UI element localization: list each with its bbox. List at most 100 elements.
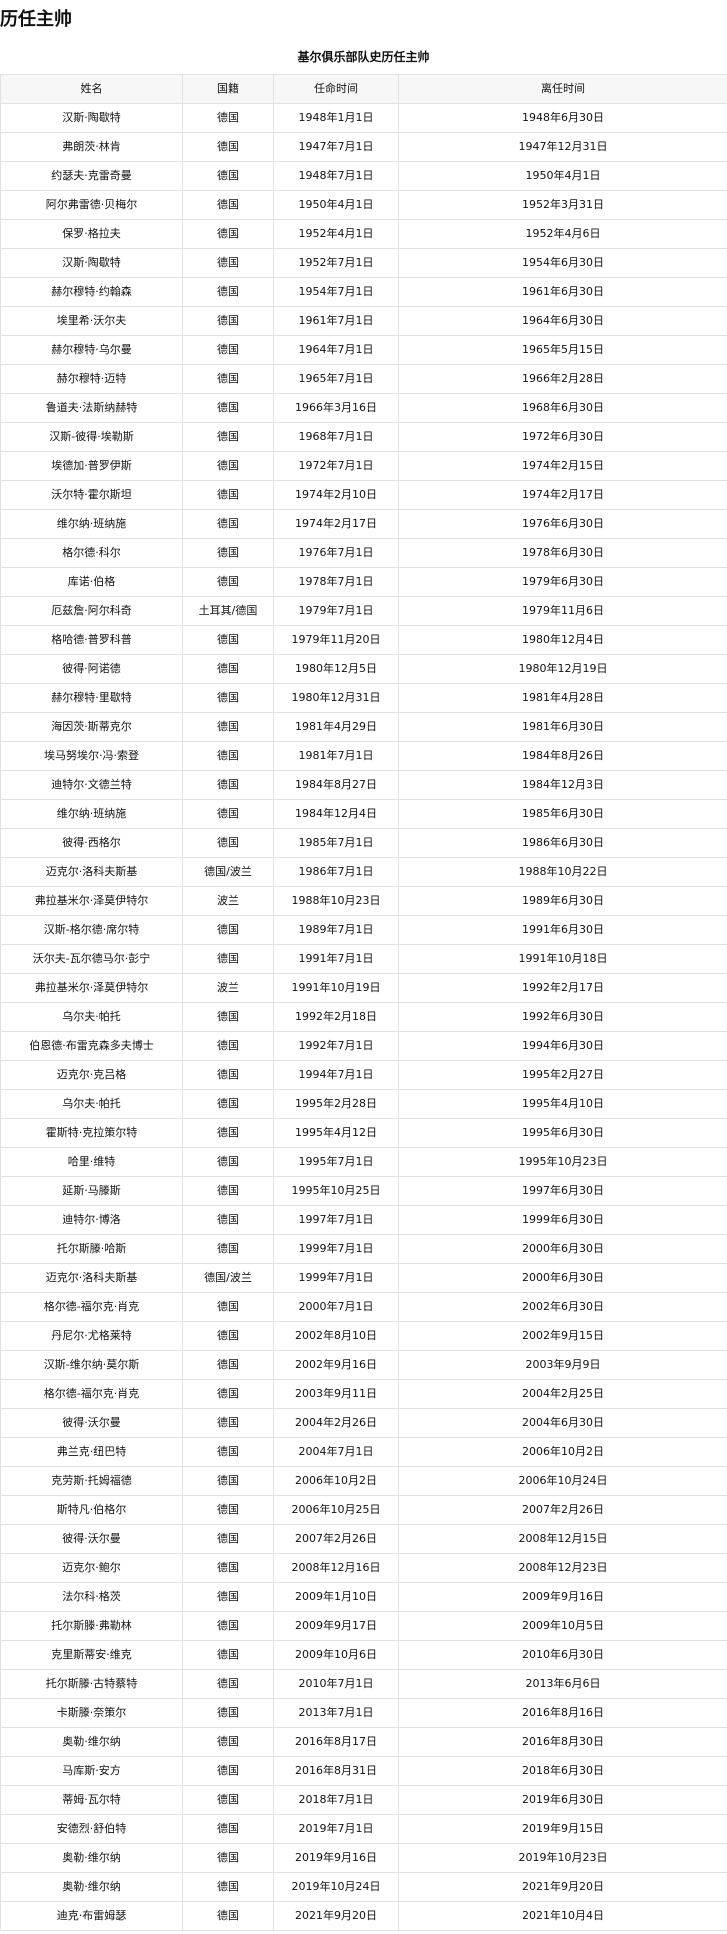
cell-departed: 2016年8月16日	[398, 1698, 727, 1728]
cell-name: 沃尔夫-瓦尔德马尔·彭宁	[0, 944, 183, 974]
cell-nationality: 德国	[182, 1495, 274, 1525]
cell-departed: 2003年9月9日	[398, 1350, 727, 1380]
table-row: 格尔德·科尔 德国 1976年7月1日 1978年6月30日	[0, 538, 727, 568]
cell-appointed: 2006年10月25日	[273, 1495, 399, 1525]
cell-nationality: 波兰	[182, 973, 274, 1003]
table-row: 赫尔穆特·里歇特 德国 1980年12月31日 1981年4月28日	[0, 683, 727, 713]
cell-appointed: 2004年7月1日	[273, 1437, 399, 1467]
cell-departed: 1995年10月23日	[398, 1147, 727, 1177]
cell-name: 彼得·沃尔曼	[0, 1408, 183, 1438]
cell-name: 斯特凡·伯格尔	[0, 1495, 183, 1525]
cell-name: 托尔斯滕·弗勒林	[0, 1611, 183, 1641]
table-row: 弗拉基米尔·泽莫伊特尔 波兰 1991年10月19日 1992年2月17日	[0, 973, 727, 1003]
table-row: 迈克尔·克吕格 德国 1994年7月1日 1995年2月27日	[0, 1060, 727, 1090]
cell-nationality: 德国	[182, 509, 274, 539]
cell-departed: 2018年6月30日	[398, 1756, 727, 1786]
cell-appointed: 1952年7月1日	[273, 248, 399, 278]
cell-nationality: 德国	[182, 1785, 274, 1815]
table-row: 弗拉基米尔·泽莫伊特尔 波兰 1988年10月23日 1989年6月30日	[0, 886, 727, 916]
cell-departed: 1954年6月30日	[398, 248, 727, 278]
cell-nationality: 德国	[182, 799, 274, 829]
cell-departed: 2021年9月20日	[398, 1872, 727, 1902]
cell-nationality: 德国	[182, 915, 274, 945]
table-row: 迈克尔·鲍尔 德国 2008年12月16日 2008年12月23日	[0, 1553, 727, 1583]
cell-departed: 1992年2月17日	[398, 973, 727, 1003]
cell-departed: 1980年12月4日	[398, 625, 727, 655]
cell-name: 奥勒·维尔纳	[0, 1843, 183, 1873]
cell-appointed: 1989年7月1日	[273, 915, 399, 945]
cell-appointed: 1991年10月19日	[273, 973, 399, 1003]
cell-appointed: 1991年7月1日	[273, 944, 399, 974]
cell-nationality: 德国	[182, 1379, 274, 1409]
cell-nationality: 德国	[182, 567, 274, 597]
cell-name: 格尔德·科尔	[0, 538, 183, 568]
cell-name: 乌尔夫·帕托	[0, 1089, 183, 1119]
cell-nationality: 德国	[182, 103, 274, 133]
cell-departed: 1980年12月19日	[398, 654, 727, 684]
cell-departed: 1974年2月15日	[398, 451, 727, 481]
cell-departed: 1952年3月31日	[398, 190, 727, 220]
cell-appointed: 2009年10月6日	[273, 1640, 399, 1670]
cell-appointed: 2016年8月17日	[273, 1727, 399, 1757]
cell-appointed: 1961年7月1日	[273, 306, 399, 336]
cell-departed: 1994年6月30日	[398, 1031, 727, 1061]
cell-departed: 2006年10月24日	[398, 1466, 727, 1496]
cell-departed: 1991年10月18日	[398, 944, 727, 974]
cell-name: 克劳斯·托姆福德	[0, 1466, 183, 1496]
cell-name: 汉斯-格尔德·席尔特	[0, 915, 183, 945]
cell-nationality: 德国	[182, 1814, 274, 1844]
cell-departed: 1981年6月30日	[398, 712, 727, 742]
cell-name: 赫尔穆特·迈特	[0, 364, 183, 394]
coaches-table: 姓名 国籍 任命时间 离任时间 汉斯·陶歇特 德国 1948年1月1日 1948年6月…	[0, 74, 727, 1931]
cell-departed: 1988年10月22日	[398, 857, 727, 887]
table-row: 彼得·沃尔曼 德国 2004年2月26日 2004年6月30日	[0, 1408, 727, 1438]
header-nationality: 国籍	[182, 74, 274, 104]
cell-appointed: 1954年7月1日	[273, 277, 399, 307]
cell-nationality: 德国	[182, 1002, 274, 1032]
cell-name: 汉斯·陶歇特	[0, 103, 183, 133]
table-row: 迈克尔·洛科夫斯基 德国/波兰 1986年7月1日 1988年10月22日	[0, 857, 727, 887]
cell-name: 彼得·沃尔曼	[0, 1524, 183, 1554]
cell-appointed: 2000年7月1日	[273, 1292, 399, 1322]
cell-nationality: 德国	[182, 1031, 274, 1061]
cell-appointed: 1947年7月1日	[273, 132, 399, 162]
cell-departed: 2013年6月6日	[398, 1669, 727, 1699]
cell-departed: 1966年2月28日	[398, 364, 727, 394]
cell-nationality: 德国	[182, 480, 274, 510]
cell-name: 弗朗茨·林肯	[0, 132, 183, 162]
cell-departed: 1984年8月26日	[398, 741, 727, 771]
table-row: 克里斯蒂安·维克 德国 2009年10月6日 2010年6月30日	[0, 1640, 727, 1670]
cell-nationality: 德国	[182, 1089, 274, 1119]
table-row: 克劳斯·托姆福德 德国 2006年10月2日 2006年10月24日	[0, 1466, 727, 1496]
cell-name: 迈克尔·克吕格	[0, 1060, 183, 1090]
table-row: 沃尔夫-瓦尔德马尔·彭宁 德国 1991年7月1日 1991年10月18日	[0, 944, 727, 974]
cell-name: 克里斯蒂安·维克	[0, 1640, 183, 1670]
cell-appointed: 2013年7月1日	[273, 1698, 399, 1728]
cell-nationality: 波兰	[182, 886, 274, 916]
cell-name: 阿尔弗雷德·贝梅尔	[0, 190, 183, 220]
cell-departed: 1965年5月15日	[398, 335, 727, 365]
table-row: 安德烈·舒伯特 德国 2019年7月1日 2019年9月15日	[0, 1814, 727, 1844]
cell-name: 迪克·布雷姆瑟	[0, 1901, 183, 1931]
cell-appointed: 1992年2月18日	[273, 1002, 399, 1032]
table-row: 哈里·维特 德国 1995年7月1日 1995年10月23日	[0, 1147, 727, 1177]
cell-appointed: 2008年12月16日	[273, 1553, 399, 1583]
cell-departed: 1972年6月30日	[398, 422, 727, 452]
cell-departed: 2016年8月30日	[398, 1727, 727, 1757]
table-row: 延斯·马滕斯 德国 1995年10月25日 1997年6月30日	[0, 1176, 727, 1206]
cell-nationality: 德国	[182, 190, 274, 220]
table-row: 维尔纳·班纳施 德国 1984年12月4日 1985年6月30日	[0, 799, 727, 829]
cell-appointed: 2019年7月1日	[273, 1814, 399, 1844]
cell-name: 迈克尔·鲍尔	[0, 1553, 183, 1583]
cell-nationality: 德国	[182, 1843, 274, 1873]
cell-name: 格哈德·普罗科普	[0, 625, 183, 655]
cell-name: 迈克尔·洛科夫斯基	[0, 1263, 183, 1293]
cell-appointed: 1980年12月5日	[273, 654, 399, 684]
cell-nationality: 土耳其/德国	[182, 596, 274, 626]
cell-nationality: 德国	[182, 393, 274, 423]
cell-name: 弗兰克·纽巴特	[0, 1437, 183, 1467]
table-row: 奥勒·维尔纳 德国 2019年10月24日 2021年9月20日	[0, 1872, 727, 1902]
cell-departed: 1997年6月30日	[398, 1176, 727, 1206]
cell-departed: 1999年6月30日	[398, 1205, 727, 1235]
cell-nationality: 德国	[182, 1466, 274, 1496]
